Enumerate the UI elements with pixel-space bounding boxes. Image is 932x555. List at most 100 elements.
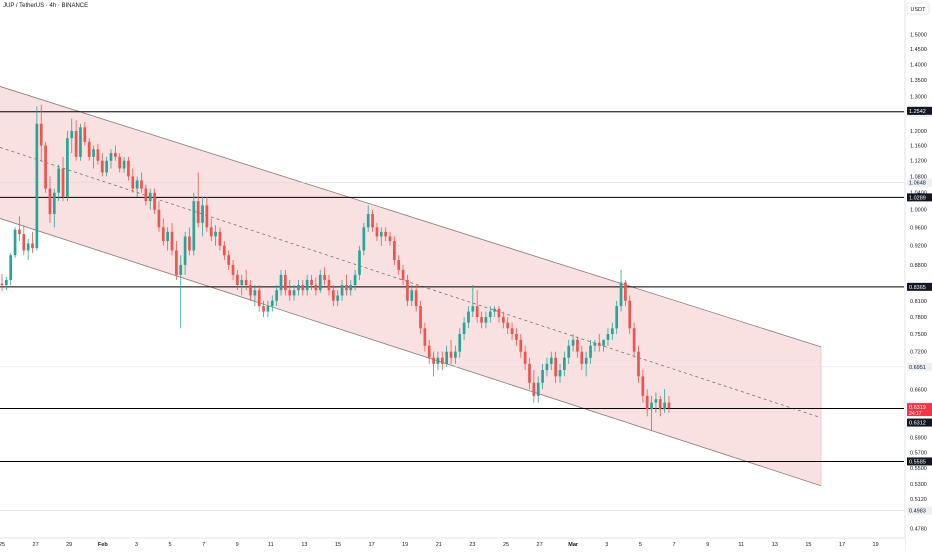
candle-body [275,290,278,301]
candle-body [419,306,422,329]
price-tick-label: 0.7200 [910,350,927,356]
price-tick-label: 0.7800 [910,315,927,321]
candle-body [288,290,292,296]
candle-body [327,279,331,291]
candle-body [497,308,501,318]
candle-body [266,306,270,312]
channel-lower-line [0,218,822,487]
time-tick-label: 5 [639,542,642,548]
price-tick-label: 1.2000 [910,129,927,135]
candle-body [606,334,610,340]
candle-body [501,317,505,323]
candle-body [353,274,357,286]
candle-body [375,227,379,237]
candle-body [144,188,148,202]
price-axis[interactable]: USDT 1.5000 1.4500 1.4000 1.3500 1.3000 1.2000… [904,0,932,550]
candle-body [279,274,283,291]
candle-body [567,345,571,358]
candle-body [31,243,34,249]
candle-body [393,241,396,261]
price-tick-label: 1.4500 [910,47,927,53]
time-tick-label: Feb [98,542,108,548]
time-tick-label: 17 [839,542,845,548]
candle-body [462,322,466,335]
candle-body [519,339,523,352]
candle-body [66,138,69,197]
candle-body [558,370,562,377]
candle-body [148,192,152,202]
candle-body [305,279,309,291]
candle-body [13,229,17,256]
candle-body [170,231,174,251]
candle-body [458,334,462,352]
candle-body [610,328,614,335]
time-tick-label: 5 [168,542,171,548]
price-tick-label: 0.7500 [910,332,927,338]
candle-body [484,317,488,323]
candle-body [113,153,117,157]
candle-body [87,141,91,157]
price-tick-label: 1.1600 [910,144,927,150]
candle-body [667,402,671,409]
candle-body [236,274,239,286]
reference-price-tag-3-bg [907,506,932,515]
candle-body [161,227,165,242]
candle-body [371,214,374,228]
current-price-countdown: 24:17 [909,411,922,417]
candle-body [301,285,305,291]
candle-body [18,229,21,235]
candle-body [214,231,217,237]
time-axis-bg [0,538,905,550]
candle-body [615,306,619,329]
candle-body [179,264,183,275]
candle-body [401,269,405,280]
level-price-tag-1-bg [907,193,932,202]
candle-body [153,192,156,210]
candle-body [445,351,449,364]
time-tick-label: 25 [503,542,509,548]
candle-body [257,290,261,307]
candle-body [349,285,353,291]
channel-layer [0,86,822,487]
candle-body [410,290,414,301]
candle-body [52,192,56,215]
candle-body [624,282,627,301]
candle-body [654,399,658,403]
time-axis[interactable]: 25 27 29 Feb 3 5 7 9 11 13 15 17 19 21 23 25 27 Mar 3 5 7 9 11… [0,537,905,550]
candle-body [449,351,453,358]
price-tick-label: 1.1200 [910,159,927,165]
candle-body [83,127,87,142]
candle-body [196,201,200,223]
candles-layer [0,104,671,431]
time-tick-label: 11 [738,542,744,548]
candle-body [244,279,248,286]
price-tick-label: 0.9200 [910,244,927,250]
level-price-tag-2-label: 0.8365 [909,285,926,291]
candle-body [637,351,640,377]
candle-body [523,351,527,364]
candle-body [597,342,601,346]
candle-body [632,328,636,352]
symbol-title: JUP / TetherUS · 4h · BINANCE [3,3,89,9]
time-tick-label: 17 [369,542,375,548]
time-tick-label: 9 [236,542,239,548]
time-tick-label: 11 [268,542,274,548]
candle-body [576,339,579,352]
candle-body [432,357,435,364]
channel-upper-line [0,86,822,348]
candle-body [362,227,366,251]
price-tick-label: 0.5900 [910,436,927,442]
candle-body [92,149,95,157]
candle-body [39,123,43,146]
price-tick-label: 1.5000 [910,32,927,38]
candle-body [345,285,348,291]
time-tick-label: 23 [469,542,475,548]
candle-body [9,255,13,280]
reference-price-tag-2-label: 0.6951 [909,365,926,371]
price-tick-label: 0.5700 [910,451,927,457]
candle-body [379,231,383,237]
candle-body [109,153,113,161]
time-tick-label: 25 [0,542,5,548]
